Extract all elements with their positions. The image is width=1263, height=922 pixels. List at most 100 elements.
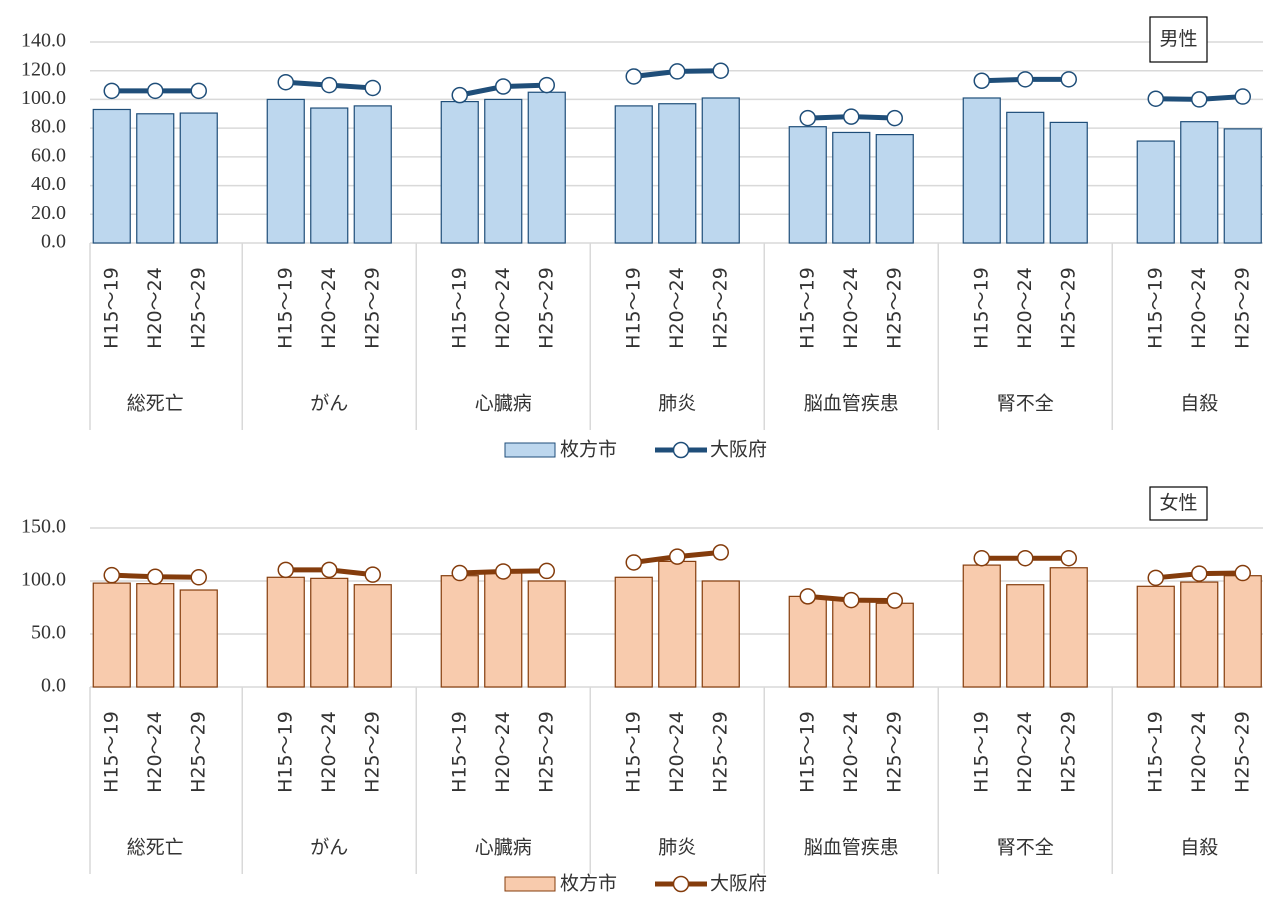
bar <box>1049 121 1088 244</box>
y-tick-label: 0.0 <box>41 231 66 253</box>
bar <box>701 97 740 244</box>
line-marker <box>712 544 729 561</box>
bar <box>701 580 740 688</box>
x-tick-label: H15～19 <box>622 267 644 349</box>
line-marker <box>886 592 903 609</box>
bar <box>310 577 349 688</box>
x-tick-label: H25～29 <box>535 711 557 793</box>
bar <box>527 580 566 688</box>
annotation: 男性 <box>1159 28 1197 50</box>
x-tick-label: H15～19 <box>796 711 818 793</box>
line-marker <box>625 68 642 85</box>
bar <box>179 589 218 688</box>
x-tick-label: H25～29 <box>883 267 905 349</box>
bar <box>1136 585 1175 688</box>
y-tick-label: 40.0 <box>31 173 66 195</box>
y-tick-label: 20.0 <box>31 202 66 224</box>
group-label: 腎不全 <box>997 837 1054 859</box>
line-marker <box>495 78 512 95</box>
x-tick-label: H20～24 <box>840 711 862 793</box>
bar <box>1180 121 1219 244</box>
bar <box>484 98 523 244</box>
line-marker <box>190 569 207 586</box>
x-tick-label: H15～19 <box>274 267 296 349</box>
x-tick-label: H25～29 <box>1231 711 1253 793</box>
x-tick-label: H25～29 <box>1057 711 1079 793</box>
line-marker <box>1060 549 1077 567</box>
group-label: 自殺 <box>1180 393 1218 415</box>
x-tick-label: H15～19 <box>448 267 470 349</box>
line-marker <box>321 561 338 579</box>
bar <box>875 134 914 244</box>
line-marker <box>799 588 816 605</box>
line-marker <box>1234 564 1251 582</box>
legend-label: 枚方市 <box>560 873 617 895</box>
bar <box>788 126 827 244</box>
x-tick-label: H25～29 <box>535 267 557 349</box>
legend-label: 大阪府 <box>710 873 767 895</box>
line-marker <box>147 82 164 100</box>
x-tick-label: H15～19 <box>1144 267 1166 349</box>
x-tick-label: H20～24 <box>318 267 340 349</box>
line-marker <box>495 563 512 580</box>
bar <box>614 105 653 244</box>
bar <box>440 575 479 688</box>
x-tick-label: H15～19 <box>970 711 992 793</box>
line-marker <box>538 562 555 580</box>
legend-marker <box>672 875 690 893</box>
line-marker <box>1060 71 1077 88</box>
line-marker <box>1191 91 1208 108</box>
bar <box>962 97 1001 244</box>
line-marker <box>277 561 294 579</box>
line-marker <box>103 82 120 100</box>
bar <box>136 113 175 244</box>
group-label: がん <box>310 837 348 859</box>
legend-label: 枚方市 <box>560 439 617 461</box>
group-label: がん <box>310 393 348 415</box>
x-tick-label: H20～24 <box>492 267 514 349</box>
bar <box>310 107 349 244</box>
group-label: 脳血管疾患 <box>804 837 899 859</box>
line-marker <box>799 109 816 127</box>
line-marker <box>973 549 990 567</box>
x-tick-label: H25～29 <box>187 711 209 793</box>
line-marker <box>364 566 381 583</box>
bar <box>1223 128 1262 244</box>
bar <box>614 576 653 688</box>
group-label: 自殺 <box>1180 837 1218 859</box>
x-tick-label: H25～29 <box>361 711 383 793</box>
bar <box>92 108 131 244</box>
group-label: 総死亡 <box>127 393 184 415</box>
group-label: 脳血管疾患 <box>804 393 899 415</box>
bar <box>266 576 305 688</box>
line-marker <box>451 86 468 104</box>
line-marker <box>1234 88 1251 105</box>
bar <box>1136 140 1175 244</box>
x-tick-label: H25～29 <box>883 711 905 793</box>
bar <box>832 131 871 244</box>
line-marker <box>669 63 686 80</box>
line-marker <box>277 73 294 91</box>
line-marker <box>1017 71 1034 88</box>
x-tick-label: H20～24 <box>1014 267 1036 349</box>
x-tick-label: H20～24 <box>144 267 166 349</box>
group-label: 心臓病 <box>475 393 532 415</box>
x-tick-label: H20～24 <box>1188 711 1210 793</box>
x-tick-label: H25～29 <box>187 267 209 349</box>
x-tick-label: H25～29 <box>1231 267 1253 349</box>
x-tick-label: H15～19 <box>1144 711 1166 793</box>
bar <box>136 583 175 688</box>
annotation: 女性 <box>1159 492 1197 514</box>
bar <box>875 602 914 688</box>
x-tick-label: H25～29 <box>709 267 731 349</box>
line-marker <box>1017 549 1034 567</box>
bar <box>1049 567 1088 688</box>
bar <box>484 571 523 688</box>
legend-swatch <box>504 876 556 892</box>
line-marker <box>843 591 860 609</box>
line-marker <box>1147 569 1164 587</box>
legend-label: 大阪府 <box>710 439 767 461</box>
x-tick-label: H25～29 <box>709 711 731 793</box>
bar <box>658 103 697 244</box>
